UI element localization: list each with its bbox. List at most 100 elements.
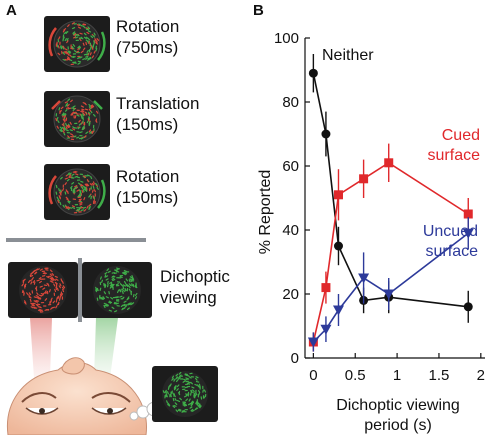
dot-particle [109,300,112,304]
dot-particle [76,176,80,179]
dot-particle [36,292,39,296]
dot-particle [95,289,98,293]
dot-particle [65,205,69,209]
dot-particle [92,181,95,185]
dot-particle [59,201,62,206]
dot-particle [82,113,85,117]
dot-particle [56,287,59,292]
dot-particle [49,277,53,280]
dot-particle [81,189,84,193]
dot-particle [37,309,42,312]
dot-particle [170,390,173,394]
dot-particle [83,197,86,201]
dot-particle [191,389,195,393]
dot-particle [95,48,98,52]
dot-particle [99,276,102,280]
dot-particle [71,173,75,176]
dot-particle [188,398,191,402]
dot-particle [89,183,93,186]
dot-particle [31,277,34,281]
dot-particle [74,33,78,37]
dot-particle [101,279,104,283]
dot-particle [89,52,92,56]
dot-particle [85,183,89,187]
data-point [359,174,369,184]
dot-particle [176,399,181,403]
dot-particle [62,127,65,132]
dot-particle [172,405,176,409]
dot-particle [91,182,95,186]
dot-particle [29,274,34,278]
dot-particle [80,36,84,40]
dot-particle [71,22,75,25]
dot-particle [65,196,69,200]
dot-particle [80,180,84,183]
dot-particle [184,373,188,376]
dot-particle [126,297,130,301]
dot-particle [88,206,91,211]
green-dot-field-icon [93,266,141,314]
dot-particle [66,58,71,61]
dot-particle [76,189,80,192]
dot-particle [80,115,83,120]
x-tick-label: 1 [393,367,401,384]
dot-particle [55,278,59,281]
dot-particle [127,302,131,305]
dot-particle [66,37,69,42]
dot-particle [35,303,39,307]
dot-particle [108,309,113,312]
dot-particle [57,45,60,49]
y-tick-label: 20 [282,286,299,303]
dot-particle [66,56,70,59]
series-line-cued [312,161,469,343]
dot-particle [56,125,59,129]
dot-particle [95,40,98,45]
dot-particle [79,203,83,206]
dot-particle [93,50,96,54]
dot-particle [64,58,68,61]
dot-particle [60,293,64,297]
dot-particle [83,186,87,189]
dot-particle [32,280,36,284]
y-tick-label: 100 [274,30,299,47]
dot-particle [42,287,46,290]
series-label-uncued: Uncued [423,223,478,240]
dot-particle [36,268,40,271]
dot-particle [129,278,133,281]
dot-particle [53,283,56,287]
dot-particle [62,188,65,192]
dot-particle [44,309,48,311]
dot-particle [80,183,84,187]
stimulus-monitor-3 [44,164,110,220]
dot-particle [59,129,63,133]
x-axis-label-line2: period (s) [364,417,432,434]
dot-particle [87,30,92,33]
dot-particle [65,50,68,54]
dot-particle [58,285,61,289]
dot-particle [128,288,131,292]
data-point [308,68,318,78]
dot-particle [189,402,193,405]
dot-particle [119,295,123,298]
dot-particle [92,42,95,46]
dot-particle [60,106,64,110]
dot-particle [77,47,80,51]
y-axis-label: % Reported [257,170,274,255]
data-point [384,158,394,168]
dot-particle [80,50,84,54]
dot-particle [44,298,48,301]
dot-particle [57,295,60,299]
dot-particle [66,40,69,44]
dot-particle [123,280,127,285]
dot-particle [71,45,74,49]
dot-particle [86,49,89,53]
dot-particle [176,388,179,391]
dot-particle [183,378,187,381]
dot-particle [186,382,191,385]
dot-particle [122,284,126,287]
dot-particle [197,384,200,388]
dot-particle [56,116,59,121]
dot-particle [28,292,32,296]
dot-particle [79,32,83,35]
dot-particle [71,27,76,30]
